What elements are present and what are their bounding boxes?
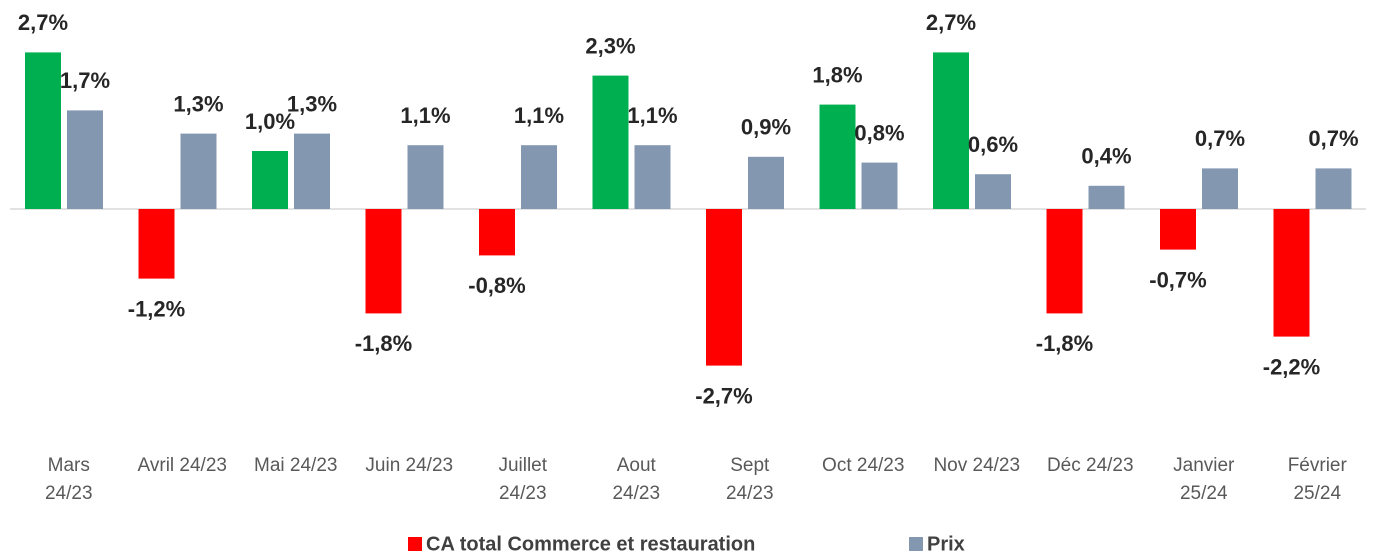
x-tick-label: Oct 24/23 <box>822 455 904 476</box>
bar <box>365 209 402 314</box>
bar <box>748 156 784 209</box>
bar <box>25 52 61 210</box>
bar <box>1273 209 1310 337</box>
x-tick-label: Juillet 24/23 <box>498 455 547 504</box>
bar <box>521 145 557 209</box>
data-label: 0,7% <box>1308 126 1358 151</box>
data-label: -0,8% <box>468 273 525 298</box>
x-tick-label: Déc 24/23 <box>1047 455 1134 476</box>
legend-label: CA total Commerce et restauration <box>426 533 755 555</box>
bar <box>975 174 1011 209</box>
bar <box>933 52 969 210</box>
bar <box>252 151 288 209</box>
data-label: 2,7% <box>926 10 976 35</box>
x-tick-label: Aout 24/23 <box>612 455 660 504</box>
data-label: -1,2% <box>128 296 185 321</box>
data-label: -0,7% <box>1149 267 1206 292</box>
x-tick-label: Janvier 25/24 <box>1173 455 1235 504</box>
data-label: 0,9% <box>741 115 791 140</box>
data-label: 1,3% <box>173 91 223 116</box>
data-label: 2,7% <box>18 10 68 35</box>
x-tick-label: Mai 24/23 <box>254 455 337 476</box>
bar <box>634 145 671 209</box>
bar <box>592 75 629 209</box>
data-label: 1,0% <box>245 109 295 134</box>
data-label: -2,2% <box>1263 354 1320 379</box>
bar <box>1046 209 1083 314</box>
bar <box>180 133 217 209</box>
bar <box>407 145 444 209</box>
bar <box>67 110 103 209</box>
bar <box>1160 209 1196 250</box>
bar <box>479 209 515 256</box>
x-tick-label: Sept 24/23 <box>726 455 774 504</box>
x-tick-label: Nov 24/23 <box>933 455 1020 476</box>
data-label: 1,3% <box>287 91 337 116</box>
data-label: 0,4% <box>1081 144 1131 169</box>
data-label: 0,8% <box>854 120 904 145</box>
legend-swatch <box>909 537 923 551</box>
bar <box>1202 168 1238 209</box>
bar <box>1088 185 1125 209</box>
data-label: 0,7% <box>1195 126 1245 151</box>
data-label: 1,1% <box>514 103 564 128</box>
data-label: 1,7% <box>60 68 110 93</box>
data-label: -2,7% <box>695 383 752 408</box>
legend-label: Prix <box>927 533 965 555</box>
data-label: 0,6% <box>968 132 1018 157</box>
data-label: 1,1% <box>400 103 450 128</box>
legend-swatch <box>408 537 422 551</box>
bar <box>294 133 330 209</box>
data-label: 1,1% <box>627 103 677 128</box>
bar <box>1315 168 1352 209</box>
bar <box>861 162 898 209</box>
data-label: -1,8% <box>355 331 412 356</box>
data-label: -1,8% <box>1036 331 1093 356</box>
x-tick-label: Février 25/24 <box>1288 455 1348 504</box>
bar <box>138 209 175 279</box>
x-tick-label: Mars 24/23 <box>45 455 93 504</box>
x-tick-label: Avril 24/23 <box>138 455 227 476</box>
bar <box>819 104 856 209</box>
x-tick-label: Juin 24/23 <box>365 455 453 476</box>
bar <box>706 209 742 366</box>
data-label: 2,3% <box>585 33 635 58</box>
data-label: 1,8% <box>812 62 862 87</box>
